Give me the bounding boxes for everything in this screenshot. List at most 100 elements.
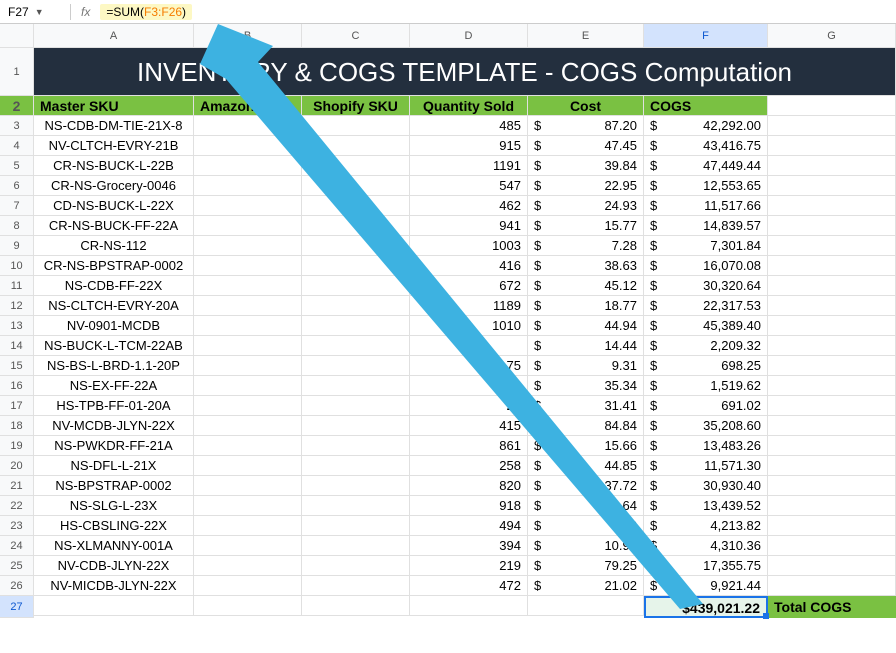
cell-amazon[interactable] (194, 336, 302, 356)
cell-cost[interactable]: $9.31 (528, 356, 644, 376)
cell-qty[interactable]: 22 (410, 396, 528, 416)
cell-amazon[interactable] (194, 576, 302, 596)
cell-blank[interactable] (302, 596, 410, 616)
cell-amazon[interactable] (194, 556, 302, 576)
cell-cost[interactable]: $8.53 (528, 516, 644, 536)
cell-amazon[interactable] (194, 436, 302, 456)
cell-cost[interactable]: $18.77 (528, 296, 644, 316)
cell-g[interactable] (768, 276, 896, 296)
cell-shopify[interactable] (302, 456, 410, 476)
cell-shopify[interactable] (302, 156, 410, 176)
cell-shopify[interactable] (302, 396, 410, 416)
cell-qty[interactable]: 1003 (410, 236, 528, 256)
row-header-17[interactable]: 17 (0, 396, 34, 416)
cell-amazon[interactable] (194, 316, 302, 336)
cell-shopify[interactable] (302, 476, 410, 496)
cell-cost[interactable]: $45.12 (528, 276, 644, 296)
cell-g[interactable] (768, 496, 896, 516)
cell-g[interactable] (768, 456, 896, 476)
cell-sku[interactable]: NV-CLTCH-EVRY-21B (34, 136, 194, 156)
total-cogs-label[interactable]: Total COGS (768, 596, 896, 618)
cell-qty[interactable]: 672 (410, 276, 528, 296)
cell-shopify[interactable] (302, 116, 410, 136)
cell-g[interactable] (768, 136, 896, 156)
row-header-25[interactable]: 25 (0, 556, 34, 576)
row-header-6[interactable]: 6 (0, 176, 34, 196)
cell-g[interactable] (768, 476, 896, 496)
cell-g[interactable] (768, 236, 896, 256)
cell-qty[interactable]: 75 (410, 356, 528, 376)
cell-cogs[interactable]: $30,930.40 (644, 476, 768, 496)
cell-blank[interactable] (528, 596, 644, 616)
cell-cogs[interactable]: $42,292.00 (644, 116, 768, 136)
cell-qty[interactable]: 918 (410, 496, 528, 516)
cell-g[interactable] (768, 356, 896, 376)
row-header-18[interactable]: 18 (0, 416, 34, 436)
cell-cogs[interactable]: $4,310.36 (644, 536, 768, 556)
cell-shopify[interactable] (302, 316, 410, 336)
cell-amazon[interactable] (194, 216, 302, 236)
column-header-A[interactable]: A (34, 24, 194, 48)
cell-cogs[interactable]: $35,208.60 (644, 416, 768, 436)
cell-cogs[interactable]: $13,483.26 (644, 436, 768, 456)
cell-qty[interactable]: 219 (410, 556, 528, 576)
row-header-24[interactable]: 24 (0, 536, 34, 556)
cell-shopify[interactable] (302, 536, 410, 556)
row-header-23[interactable]: 23 (0, 516, 34, 536)
cell-amazon[interactable] (194, 296, 302, 316)
row-header-1[interactable]: 1 (0, 48, 34, 96)
cell-amazon[interactable] (194, 276, 302, 296)
cell-amazon[interactable] (194, 396, 302, 416)
cell-g[interactable] (768, 436, 896, 456)
cell-cogs[interactable]: $1,519.62 (644, 376, 768, 396)
cell-cost[interactable]: $44.85 (528, 456, 644, 476)
cell-qty[interactable]: 941 (410, 216, 528, 236)
spreadsheet-grid[interactable]: ABCDEFG1INVENTORY & COGS TEMPLATE - COGS… (0, 24, 896, 618)
cell-sku[interactable]: CR-NS-BPSTRAP-0002 (34, 256, 194, 276)
cell-qty[interactable]: 861 (410, 436, 528, 456)
cell-qty[interactable]: 415 (410, 416, 528, 436)
cell-blank[interactable] (194, 596, 302, 616)
cell-shopify[interactable] (302, 376, 410, 396)
cell-sku[interactable]: NV-MICDB-JLYN-22X (34, 576, 194, 596)
cell-cost[interactable]: $15.77 (528, 216, 644, 236)
cell-blank[interactable] (410, 596, 528, 616)
cell-shopify[interactable] (302, 176, 410, 196)
header-d[interactable]: Quantity Sold (410, 96, 528, 116)
cell-blank[interactable] (34, 596, 194, 616)
cell-cogs[interactable]: $16,070.08 (644, 256, 768, 276)
cell-sku[interactable]: CR-NS-112 (34, 236, 194, 256)
cell-sku[interactable]: NS-CLTCH-EVRY-20A (34, 296, 194, 316)
cell-g[interactable] (768, 516, 896, 536)
cell-cogs[interactable]: $17,355.75 (644, 556, 768, 576)
cell-qty[interactable]: 1189 (410, 296, 528, 316)
cell-cost[interactable]: $47.45 (528, 136, 644, 156)
cell-sku[interactable]: NS-XLMANNY-001A (34, 536, 194, 556)
cell-cost[interactable]: $21.02 (528, 576, 644, 596)
cell-amazon[interactable] (194, 536, 302, 556)
cell-cogs[interactable]: $45,389.40 (644, 316, 768, 336)
cell-amazon[interactable] (194, 136, 302, 156)
cell-cost[interactable]: $14.64 (528, 496, 644, 516)
cell-shopify[interactable] (302, 136, 410, 156)
cell-cogs[interactable]: $14,839.57 (644, 216, 768, 236)
cell-shopify[interactable] (302, 236, 410, 256)
cell-qty[interactable] (410, 336, 528, 356)
cell-qty[interactable]: 394 (410, 536, 528, 556)
cell-sku[interactable]: NS-CDB-DM-TIE-21X-8 (34, 116, 194, 136)
row-header-8[interactable]: 8 (0, 216, 34, 236)
cell-g[interactable] (768, 256, 896, 276)
sum-cell[interactable]: $439,021.22 (644, 596, 768, 618)
row-header-7[interactable]: 7 (0, 196, 34, 216)
cell-sku[interactable]: CR-NS-BUCK-L-22B (34, 156, 194, 176)
cell-sku[interactable]: NS-PWKDR-FF-21A (34, 436, 194, 456)
cell-qty[interactable]: 462 (410, 196, 528, 216)
cell-g[interactable] (768, 156, 896, 176)
cell-g[interactable] (768, 536, 896, 556)
cell-cost[interactable]: $87.20 (528, 116, 644, 136)
row-header-12[interactable]: 12 (0, 296, 34, 316)
row-header-16[interactable]: 16 (0, 376, 34, 396)
cell-amazon[interactable] (194, 496, 302, 516)
cell-sku[interactable]: NS-BPSTRAP-0002 (34, 476, 194, 496)
cell-shopify[interactable] (302, 576, 410, 596)
